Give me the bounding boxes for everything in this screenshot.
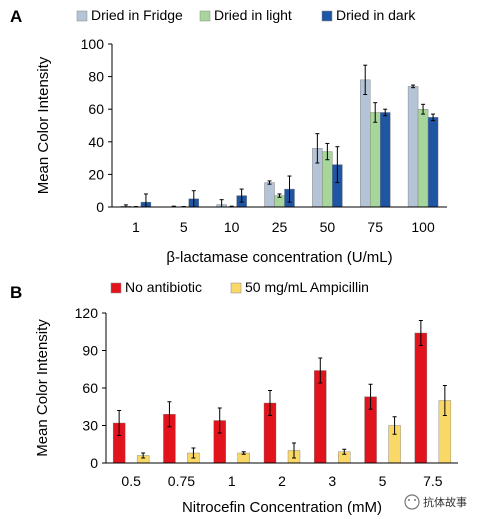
bar (417, 108, 429, 208)
watermark-text: 抗体故事 (423, 495, 467, 509)
legend-swatch (230, 282, 242, 294)
chart-panel-a: A Dried in Fridge Dried in light Dried in d… (10, 7, 447, 266)
x-tick-label: 1 (132, 219, 140, 235)
x-tick-label: 75 (367, 219, 383, 235)
wechat-icon-dot (414, 499, 416, 501)
y-tick-label: 0 (96, 199, 104, 215)
y-tick-label: 30 (82, 418, 98, 434)
legend-swatch (110, 282, 122, 294)
y-tick-label: 120 (75, 305, 99, 321)
x-tick-label: 3 (328, 473, 336, 489)
bar (370, 112, 381, 208)
x-tick-label: 7.5 (423, 473, 443, 489)
panel-label-a: A (10, 7, 22, 26)
y-tick-label: 20 (88, 166, 104, 182)
y-tick-label: 90 (82, 343, 98, 359)
y-tick-label: 60 (82, 380, 98, 396)
x-axis-title: β-lactamase concentration (U/mL) (166, 249, 392, 266)
x-axis-title: Nitrocefin Concentration (mM) (182, 499, 382, 516)
panel-label-b: B (10, 283, 22, 302)
y-tick-label: 60 (88, 101, 104, 117)
bar (264, 182, 275, 208)
legend-swatch (321, 10, 333, 22)
x-tick-label: 50 (320, 219, 336, 235)
legend-swatch (199, 10, 211, 22)
bar (427, 117, 439, 208)
y-tick-label: 40 (88, 134, 104, 150)
chart-panel-b: B No antibiotic 50 mg/mL Ampicillin 0 30 60 90… (10, 279, 458, 516)
x-tick-label: 100 (411, 219, 435, 235)
legend-label: 50 mg/mL Ampicillin (245, 279, 369, 295)
legend-swatch (76, 10, 88, 22)
x-tick-label: 1 (228, 473, 236, 489)
legend-label: Dried in Fridge (91, 7, 183, 23)
y-axis-title: Mean Color Intensity (35, 56, 52, 194)
legend-label: Dried in dark (336, 7, 416, 23)
y-tick-label: 80 (88, 69, 104, 85)
x-tick-label: 5 (180, 219, 188, 235)
y-axis-title: Mean Color Intensity (34, 319, 51, 457)
x-tick-label: 0.5 (121, 473, 141, 489)
x-tick-label: 25 (272, 219, 288, 235)
watermark: 抗体故事 (404, 494, 467, 510)
y-tick-label: 100 (81, 36, 105, 52)
x-tick-label: 2 (278, 473, 286, 489)
bar (314, 370, 327, 464)
x-tick-label: 10 (224, 219, 240, 235)
y-tick-label: 0 (90, 455, 98, 471)
bar (414, 332, 428, 464)
bar (407, 86, 419, 208)
legend-label: Dried in light (214, 7, 292, 23)
wechat-icon (404, 494, 420, 510)
bar (360, 79, 371, 208)
bar (380, 112, 391, 208)
x-tick-label: 5 (379, 473, 387, 489)
wechat-icon-dot (408, 499, 410, 501)
legend-label: No antibiotic (125, 279, 202, 295)
x-tick-label: 0.75 (168, 473, 195, 489)
